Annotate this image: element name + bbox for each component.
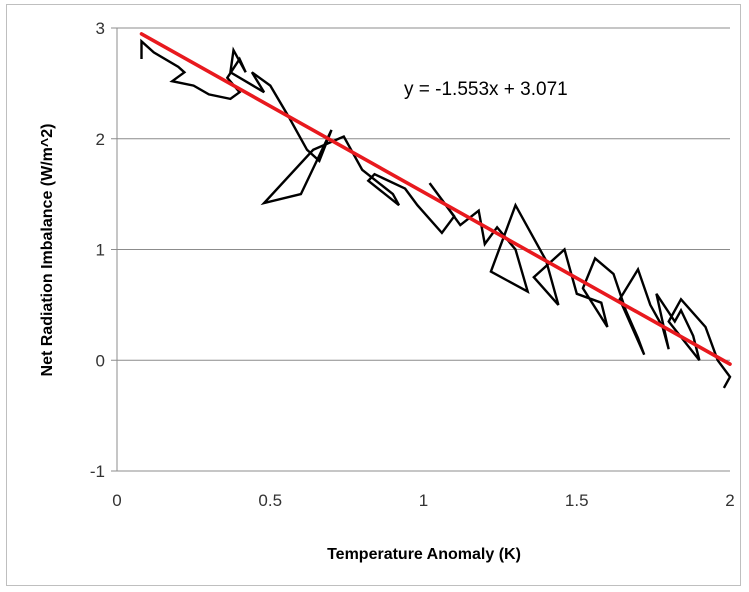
- x-tick-label: 2: [725, 491, 734, 510]
- x-tick-label: 0: [112, 491, 121, 510]
- y-tick-label: 2: [96, 130, 105, 149]
- trendline: [139, 32, 732, 366]
- y-tick-label: 1: [96, 241, 105, 260]
- x-tick-labels: 0 0.5 1 1.5 2: [112, 491, 734, 510]
- x-axis-title: Temperature Anomaly (K): [327, 546, 521, 563]
- x-tick-label: 1.5: [565, 491, 589, 510]
- axes: [111, 27, 730, 472]
- trendline-equation: y = -1.553x + 3.071: [404, 79, 568, 100]
- trendline-group: [139, 32, 732, 366]
- y-axis-title: Net Radiation Imbalance (W/m^2): [39, 124, 56, 377]
- y-tick-label: 0: [96, 351, 105, 370]
- y-tick-label: -1: [90, 462, 105, 481]
- y-tick-label: 3: [96, 19, 105, 38]
- chart-frame: [6, 4, 741, 586]
- y-tick-labels: -1 0 1 2 3: [90, 19, 105, 481]
- grid-lines: [117, 27, 730, 361]
- x-tick-label: 0.5: [258, 491, 282, 510]
- x-tick-label: 1: [419, 491, 428, 510]
